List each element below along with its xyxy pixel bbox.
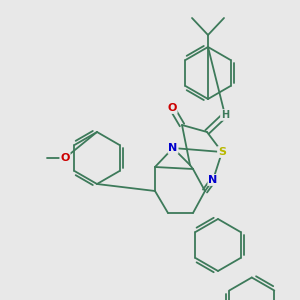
Text: O: O bbox=[167, 103, 177, 113]
Text: N: N bbox=[168, 143, 178, 153]
Text: H: H bbox=[221, 110, 229, 120]
Text: S: S bbox=[218, 147, 226, 157]
Text: N: N bbox=[208, 175, 217, 185]
Text: O: O bbox=[60, 153, 70, 163]
